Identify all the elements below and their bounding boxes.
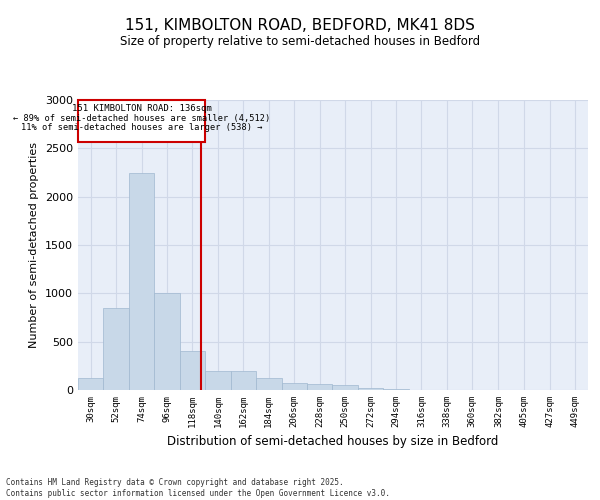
Bar [256,378,281,390]
Text: Size of property relative to semi-detached houses in Bedford: Size of property relative to semi-detach… [120,35,480,48]
Bar [358,388,383,390]
Bar [230,370,256,390]
Text: ← 89% of semi-detached houses are smaller (4,512): ← 89% of semi-detached houses are smalle… [13,114,270,122]
Bar [78,378,103,390]
Bar [383,389,409,390]
Text: Contains HM Land Registry data © Crown copyright and database right 2025.
Contai: Contains HM Land Registry data © Crown c… [6,478,390,498]
Bar [332,384,358,390]
Text: 11% of semi-detached houses are larger (538) →: 11% of semi-detached houses are larger (… [21,123,262,132]
Bar [180,352,205,390]
Text: 151, KIMBOLTON ROAD, BEDFORD, MK41 8DS: 151, KIMBOLTON ROAD, BEDFORD, MK41 8DS [125,18,475,32]
Y-axis label: Number of semi-detached properties: Number of semi-detached properties [29,142,40,348]
Bar [129,172,154,390]
Bar [103,308,129,390]
X-axis label: Distribution of semi-detached houses by size in Bedford: Distribution of semi-detached houses by … [167,436,499,448]
Bar [281,383,307,390]
Bar [307,384,332,390]
Bar [154,294,180,390]
Text: 151 KIMBOLTON ROAD: 136sqm: 151 KIMBOLTON ROAD: 136sqm [72,104,211,114]
Bar [78,100,205,141]
Bar [205,370,230,390]
